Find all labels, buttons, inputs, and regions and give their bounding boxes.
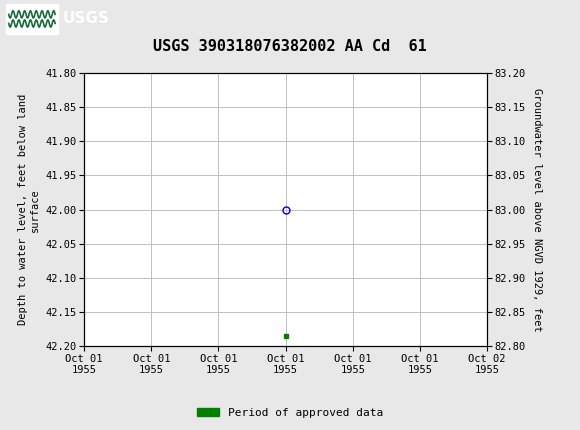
Y-axis label: Depth to water level, feet below land
surface: Depth to water level, feet below land su… (18, 94, 39, 325)
Legend: Period of approved data: Period of approved data (193, 403, 387, 422)
FancyBboxPatch shape (6, 4, 58, 34)
Y-axis label: Groundwater level above NGVD 1929, feet: Groundwater level above NGVD 1929, feet (532, 88, 542, 332)
Text: USGS: USGS (63, 12, 110, 26)
Text: USGS 390318076382002 AA Cd  61: USGS 390318076382002 AA Cd 61 (153, 39, 427, 54)
